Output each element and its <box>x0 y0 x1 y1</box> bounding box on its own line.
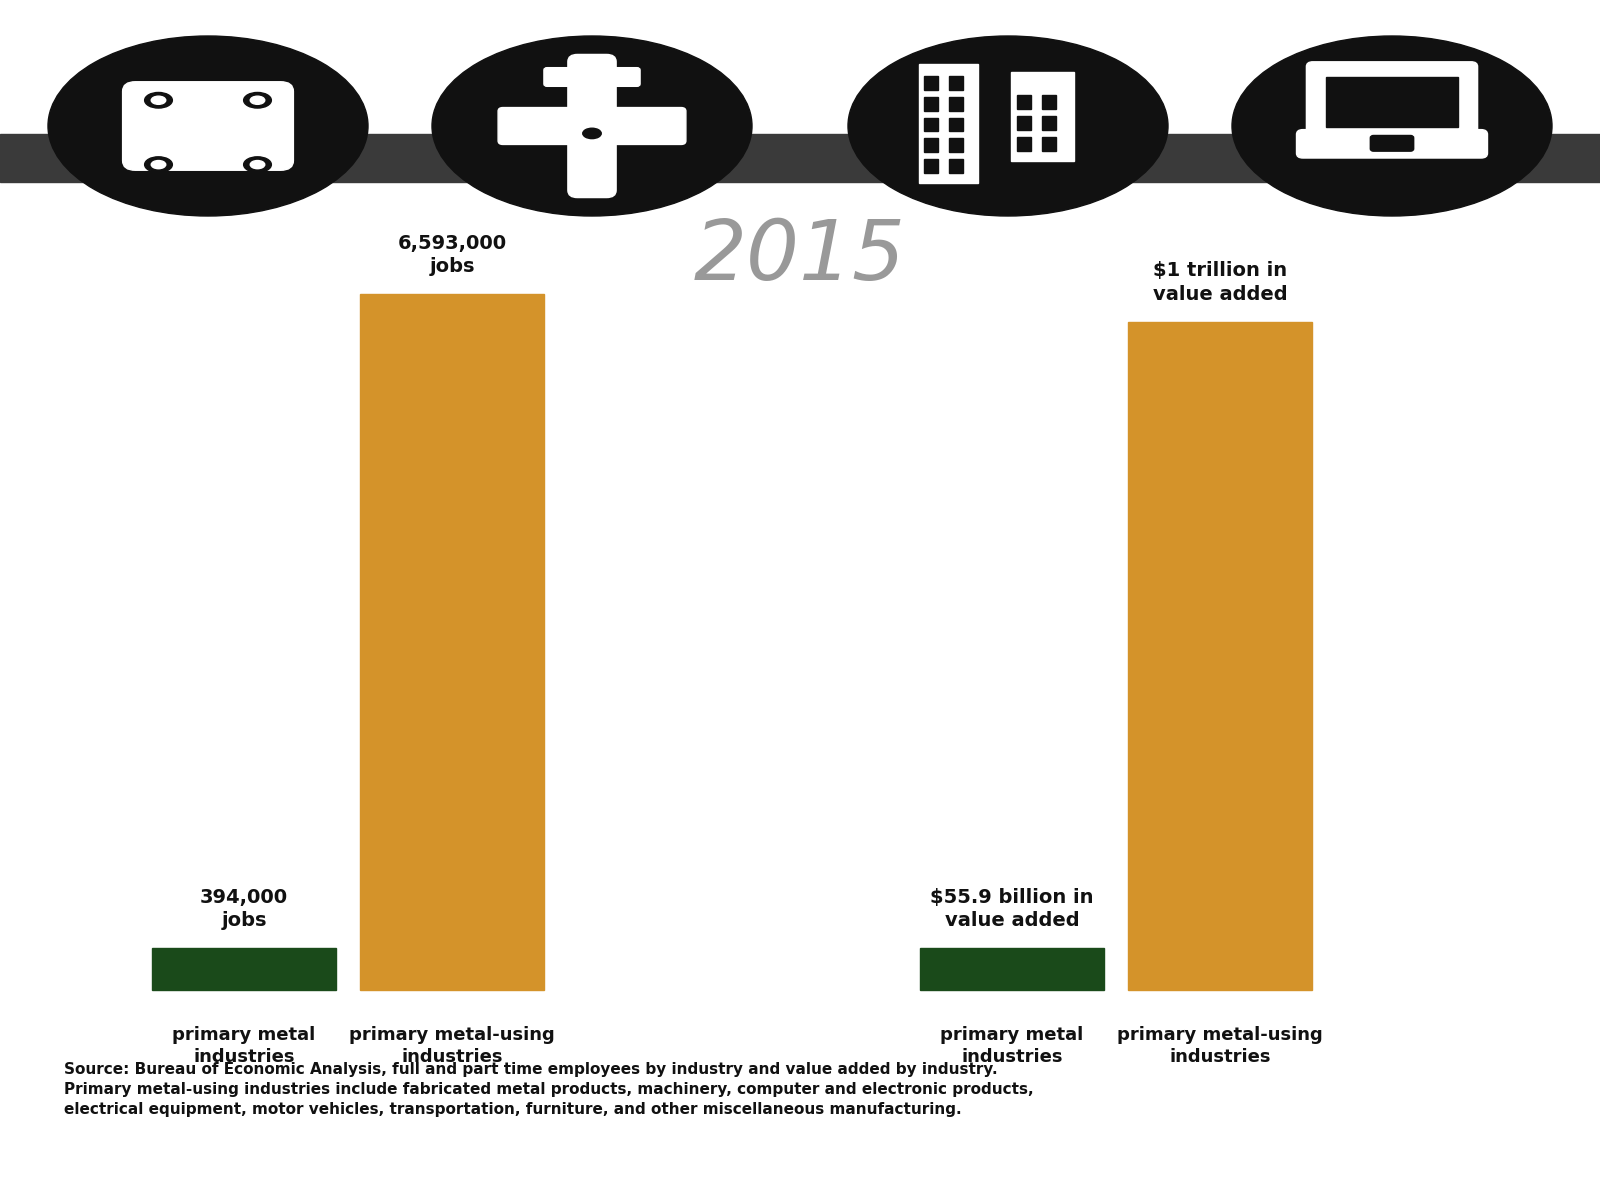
Ellipse shape <box>243 92 272 108</box>
Bar <box>949 118 963 132</box>
Bar <box>918 64 978 182</box>
Bar <box>949 97 963 110</box>
Bar <box>0 134 1600 158</box>
FancyBboxPatch shape <box>568 54 616 198</box>
Ellipse shape <box>250 96 264 104</box>
Bar <box>1016 116 1030 130</box>
Bar <box>923 118 938 132</box>
FancyBboxPatch shape <box>1307 61 1478 140</box>
Ellipse shape <box>243 157 272 173</box>
Text: 394,000
jobs: 394,000 jobs <box>200 888 288 930</box>
Ellipse shape <box>848 36 1168 216</box>
Ellipse shape <box>582 128 602 139</box>
Ellipse shape <box>144 157 173 173</box>
Bar <box>920 948 1104 990</box>
Text: primary metal-using
industries: primary metal-using industries <box>1117 1026 1323 1066</box>
Bar <box>949 138 963 152</box>
Bar <box>1326 78 1458 127</box>
Bar <box>152 948 336 990</box>
Bar <box>1042 95 1056 109</box>
Ellipse shape <box>144 92 173 108</box>
Bar <box>923 97 938 110</box>
FancyBboxPatch shape <box>544 67 581 86</box>
Bar <box>1128 322 1312 990</box>
Bar <box>0 158 1600 182</box>
Bar <box>923 76 938 90</box>
FancyBboxPatch shape <box>603 67 640 86</box>
Bar <box>1016 137 1030 151</box>
FancyBboxPatch shape <box>1296 130 1488 158</box>
Bar <box>949 160 963 173</box>
Ellipse shape <box>250 161 264 169</box>
FancyBboxPatch shape <box>602 108 686 144</box>
Text: primary metal
industries: primary metal industries <box>941 1026 1083 1066</box>
Ellipse shape <box>432 36 752 216</box>
FancyBboxPatch shape <box>498 108 582 144</box>
Bar <box>949 76 963 90</box>
Text: $55.9 billion in
value added: $55.9 billion in value added <box>930 888 1094 930</box>
FancyBboxPatch shape <box>1370 136 1414 151</box>
Text: 2015: 2015 <box>694 216 906 298</box>
FancyBboxPatch shape <box>157 85 259 134</box>
Text: Source: Bureau of Economic Analysis, full and part time employees by industry an: Source: Bureau of Economic Analysis, ful… <box>64 1062 1034 1116</box>
Ellipse shape <box>152 161 166 169</box>
Bar <box>360 294 544 990</box>
Bar <box>1042 116 1056 130</box>
Bar <box>923 138 938 152</box>
Bar <box>1042 137 1056 151</box>
Text: primary metal-using
industries: primary metal-using industries <box>349 1026 555 1066</box>
Text: 6,593,000
jobs: 6,593,000 jobs <box>397 234 507 276</box>
Text: primary metal
industries: primary metal industries <box>173 1026 315 1066</box>
Ellipse shape <box>48 36 368 216</box>
Bar <box>1016 95 1030 109</box>
Ellipse shape <box>1232 36 1552 216</box>
Bar <box>923 160 938 173</box>
Ellipse shape <box>152 96 166 104</box>
Text: $1 trillion in
value added: $1 trillion in value added <box>1152 262 1288 304</box>
FancyBboxPatch shape <box>123 82 293 170</box>
Bar <box>1011 72 1074 161</box>
